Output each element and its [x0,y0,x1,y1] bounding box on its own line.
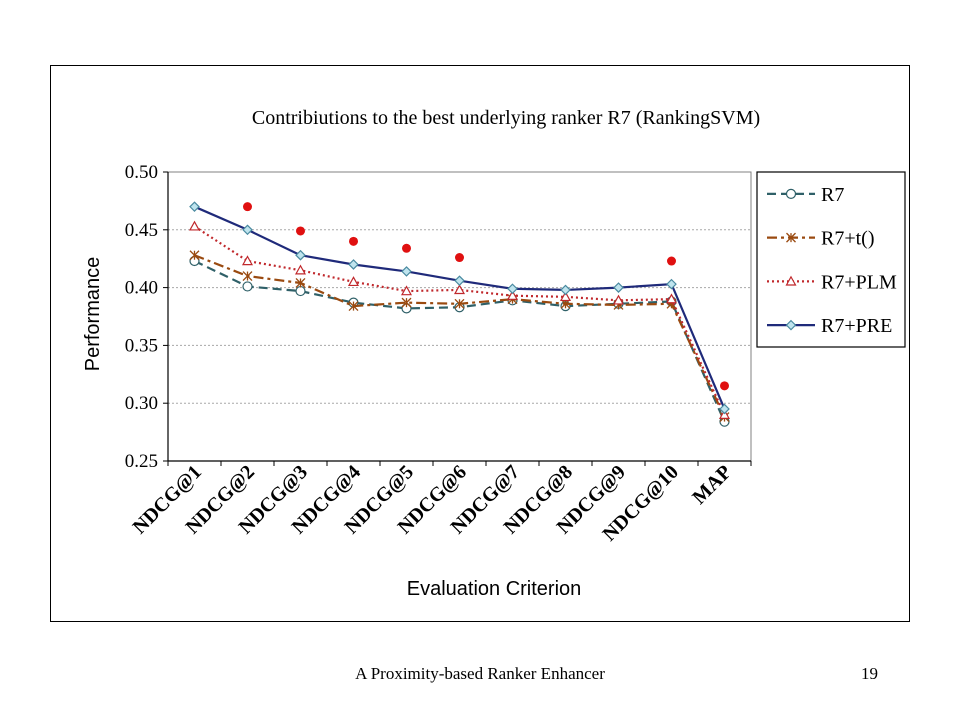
data-point [242,271,253,281]
extra-point [243,202,252,212]
extra-point [455,253,464,263]
data-point [786,232,796,243]
data-point [559,291,572,302]
legend-item: R7+PLM [767,271,897,293]
series-r7-pre [189,201,730,415]
data-point [400,285,413,296]
x-axis-label: Evaluation Criterion [407,578,582,600]
data-point [241,255,254,266]
data-point [401,297,412,308]
series-line [193,225,726,416]
y-axis: 0.50 0.45 0.40 0.35 0.30 0.25 [125,162,169,472]
legend-label: R7+PRE [821,315,892,337]
y-tick-label: 0.50 [125,162,158,183]
data-point [401,266,412,277]
data-point [785,319,797,331]
x-tick-label: MAP [688,461,736,509]
y-tick-label: 0.45 [125,220,158,241]
legend-item: R7+t() [767,228,875,250]
data-point [295,285,306,297]
data-point [666,278,677,290]
data-point [453,284,466,295]
line-chart: Contribiutions to the best underlying ra… [82,107,906,600]
chart-title: Contribiutions to the best underlying ra… [252,107,760,129]
data-point [242,224,253,236]
data-point [189,201,200,213]
data-point [613,282,624,293]
data-point [348,259,359,270]
y-tick-label: 0.35 [125,335,158,356]
data-point [665,293,678,304]
extra-points [243,202,729,391]
data-point [348,301,359,312]
extra-point [402,243,411,253]
data-point [242,281,253,292]
extra-point [667,256,676,266]
legend-label: R7+t() [821,228,875,250]
data-point [785,188,797,199]
extra-point [349,236,358,246]
data-point [189,250,200,261]
data-point [506,289,519,300]
y-tick-label: 0.25 [125,451,158,472]
data-point [612,294,625,305]
legend: R7 R7+t() R7+PLM R7+PRE [756,171,906,348]
series-r7-plm [188,220,731,419]
data-point [785,275,797,286]
legend-label: R7 [821,184,844,206]
data-point [295,249,306,261]
page-number: 19 [861,664,878,683]
data-point [507,283,518,295]
y-tick-label: 0.30 [125,393,158,414]
extra-point [720,381,729,391]
slide-footer-title: A Proximity-based Ranker Enhancer [355,664,605,683]
data-point [295,278,306,288]
legend-item: R7 [767,184,844,206]
legend-box [756,171,906,348]
plot-area-border [167,171,752,462]
legend-label: R7+PLM [821,271,897,293]
gridlines [167,171,752,462]
y-axis-label: Performance [82,257,104,372]
data-point [347,276,360,287]
extra-point [296,226,305,236]
series-lines [188,201,731,427]
data-point [454,275,465,287]
x-axis: NDCG@1NDCG@2NDCG@3NDCG@4NDCG@5NDCG@6NDCG… [129,460,752,545]
data-point [719,403,730,415]
data-point [560,284,571,296]
chart-frame: Contribiutions to the best underlying ra… [50,65,910,622]
legend-item: R7+PRE [767,315,892,337]
data-point [294,264,307,275]
y-tick-label: 0.40 [125,278,158,299]
data-point [454,298,465,309]
data-point [188,220,201,231]
